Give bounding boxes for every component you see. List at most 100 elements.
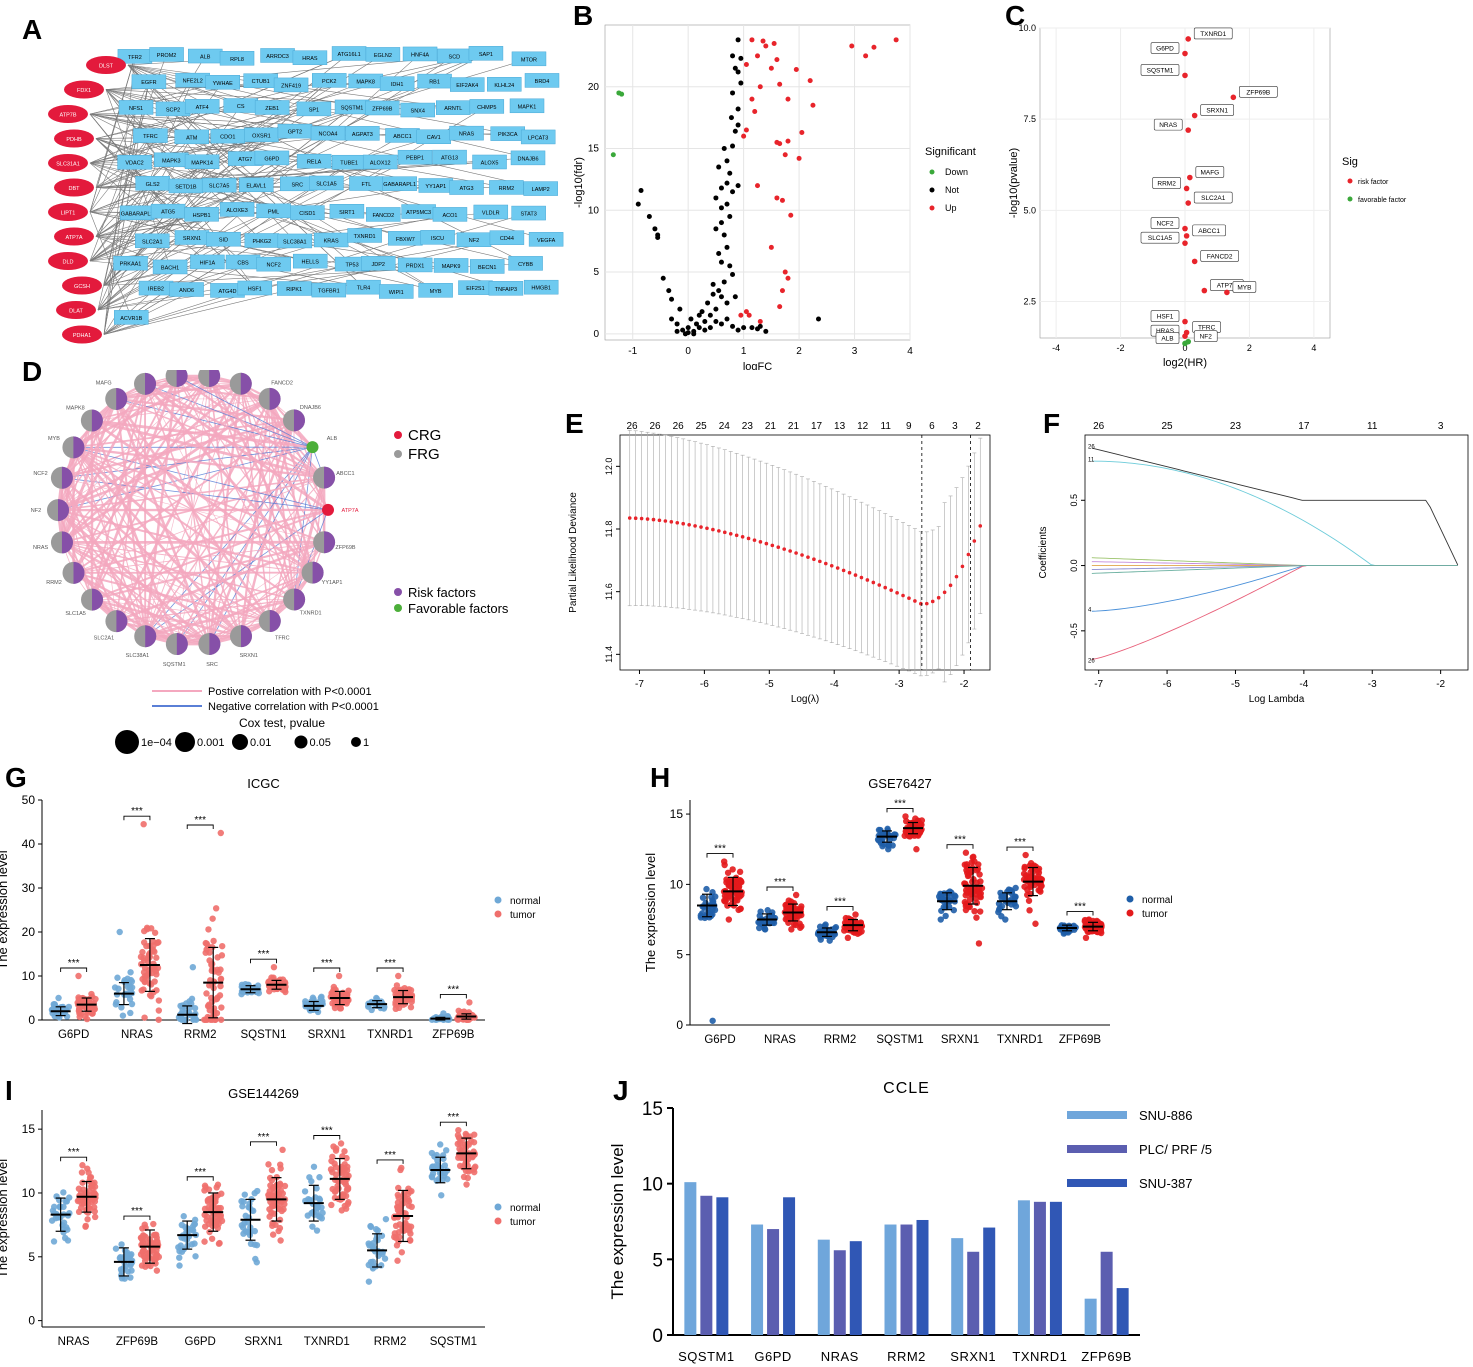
point-marker bbox=[1185, 127, 1192, 133]
crg-node-label: GCSH bbox=[74, 284, 90, 290]
data-point-normal bbox=[127, 1274, 134, 1281]
frg-node bbox=[523, 181, 558, 196]
point-not bbox=[728, 115, 734, 121]
x-tick-label: SRXN1 bbox=[941, 1034, 979, 1046]
frg-node-label: TP53 bbox=[346, 263, 359, 269]
frg-node-label: IDH1 bbox=[391, 82, 404, 88]
legend-swatch bbox=[929, 187, 935, 193]
risk-factor-half bbox=[116, 387, 128, 410]
significance-bracket bbox=[439, 1121, 467, 1127]
point-up bbox=[777, 304, 783, 310]
x-axis-title: Log Lambda bbox=[1249, 694, 1305, 705]
positive-correlation-edge bbox=[175, 375, 211, 645]
x-tick-label: -4 bbox=[1052, 343, 1060, 353]
significance-bracket bbox=[376, 1159, 404, 1164]
cv-point bbox=[835, 566, 840, 570]
chart-title: GSE144269 bbox=[228, 1086, 299, 1101]
data-point-normal bbox=[118, 1241, 125, 1248]
data-point-tumor bbox=[272, 1221, 279, 1228]
point-marker bbox=[1183, 233, 1190, 239]
x-tick-label: 4 bbox=[1311, 343, 1316, 353]
x-tick-label: -4 bbox=[830, 679, 839, 690]
bar-0 bbox=[951, 1238, 964, 1335]
frg-node bbox=[296, 153, 332, 169]
frg-node-label: NCOA4 bbox=[319, 132, 338, 138]
data-point-tumor bbox=[972, 895, 980, 902]
top-count-label: 13 bbox=[834, 421, 846, 432]
plot-frame bbox=[604, 24, 911, 341]
point-label: G6PD bbox=[1156, 46, 1174, 53]
point-up bbox=[752, 108, 758, 114]
data-point-tumor bbox=[720, 858, 728, 865]
y-axis-title: The expression level bbox=[645, 853, 658, 972]
top-count-label: 23 bbox=[742, 421, 754, 432]
data-point-tumor bbox=[268, 1166, 276, 1174]
point-label-box bbox=[1239, 85, 1278, 98]
data-point-tumor bbox=[911, 820, 918, 827]
point-up bbox=[763, 43, 769, 49]
point-not bbox=[707, 325, 713, 331]
network-edge bbox=[95, 106, 203, 188]
frg-node-label: ATG5 bbox=[161, 210, 175, 216]
point-not bbox=[669, 296, 675, 302]
frg-node-label: CDO1 bbox=[220, 135, 235, 141]
frg-node-label: GPT2 bbox=[288, 130, 302, 136]
x-tick-label: -4 bbox=[1299, 679, 1308, 690]
data-point-tumor bbox=[400, 1199, 407, 1207]
bar-1 bbox=[833, 1250, 846, 1335]
frg-node-label: YY1AP1 bbox=[425, 184, 446, 190]
network-edge bbox=[89, 113, 507, 188]
data-point-normal bbox=[127, 1261, 134, 1269]
data-point-tumor bbox=[201, 1223, 209, 1230]
point-not bbox=[735, 37, 741, 43]
data-point-tumor bbox=[155, 997, 163, 1004]
data-point-tumor bbox=[140, 1247, 148, 1254]
data-point-tumor bbox=[89, 1196, 97, 1203]
risk-factor-half bbox=[269, 387, 281, 410]
y-tick-label: 10 bbox=[22, 969, 36, 983]
point-not bbox=[735, 106, 741, 112]
data-point-tumor bbox=[1037, 888, 1044, 895]
frg-node-label: TGFBR1 bbox=[318, 289, 340, 295]
frg-node-label: VLDLR bbox=[482, 210, 500, 216]
data-point-tumor bbox=[736, 868, 744, 876]
data-point-tumor bbox=[150, 942, 157, 949]
bar-2 bbox=[1116, 1288, 1129, 1335]
frg-node-label: ATG16L1 bbox=[338, 52, 361, 58]
frg-node-label: CHMP5 bbox=[477, 105, 496, 111]
point-not bbox=[718, 259, 724, 265]
y-tick-label: 11.6 bbox=[604, 583, 614, 600]
data-point-tumor bbox=[281, 986, 289, 994]
panel-b-volcano: -1 0 1 2 3 4 0 5 10 15 20 logFC -log10(fdr) Significa… bbox=[573, 24, 976, 370]
crg-node-label: SLC31A1 bbox=[56, 162, 80, 168]
legend-label: FRG bbox=[408, 446, 440, 463]
x-tick-label: -2 bbox=[1117, 343, 1125, 353]
x-tick-label: ZFP69B bbox=[1059, 1034, 1102, 1046]
legend-label: normal bbox=[510, 1203, 541, 1214]
frg-node bbox=[488, 281, 524, 296]
data-point-tumor bbox=[329, 990, 337, 997]
legend-label: Down bbox=[945, 167, 968, 177]
x-tick-label: -7 bbox=[1094, 679, 1103, 690]
data-point-tumor bbox=[729, 866, 736, 873]
frg-node-label: SQSTM1 bbox=[341, 105, 364, 111]
node-label: DNAJB6 bbox=[300, 405, 321, 411]
risk-factor-half bbox=[73, 561, 85, 584]
data-point-tumor bbox=[153, 971, 160, 978]
cv-point bbox=[883, 585, 888, 590]
positive-correlation-edge bbox=[72, 447, 210, 645]
panel-g-icgc: 0 10 20 30 40 50 ICGC The expression level G6PD *… bbox=[0, 776, 541, 1041]
x-tick-label: SQSTM1 bbox=[678, 1349, 734, 1364]
data-point-tumor bbox=[75, 972, 82, 980]
data-point-tumor bbox=[89, 993, 96, 1000]
top-count-label: 6 bbox=[929, 421, 935, 432]
data-point-tumor bbox=[393, 982, 401, 989]
bar-0 bbox=[1017, 1200, 1030, 1335]
legend-label: Not bbox=[945, 185, 960, 195]
data-point-tumor bbox=[465, 1141, 472, 1148]
point-up bbox=[807, 78, 813, 84]
data-point-normal bbox=[316, 1196, 324, 1203]
panel-label-b: B bbox=[573, 0, 594, 31]
significance-bracket bbox=[1006, 846, 1034, 852]
panel-label-h: H bbox=[650, 762, 671, 793]
